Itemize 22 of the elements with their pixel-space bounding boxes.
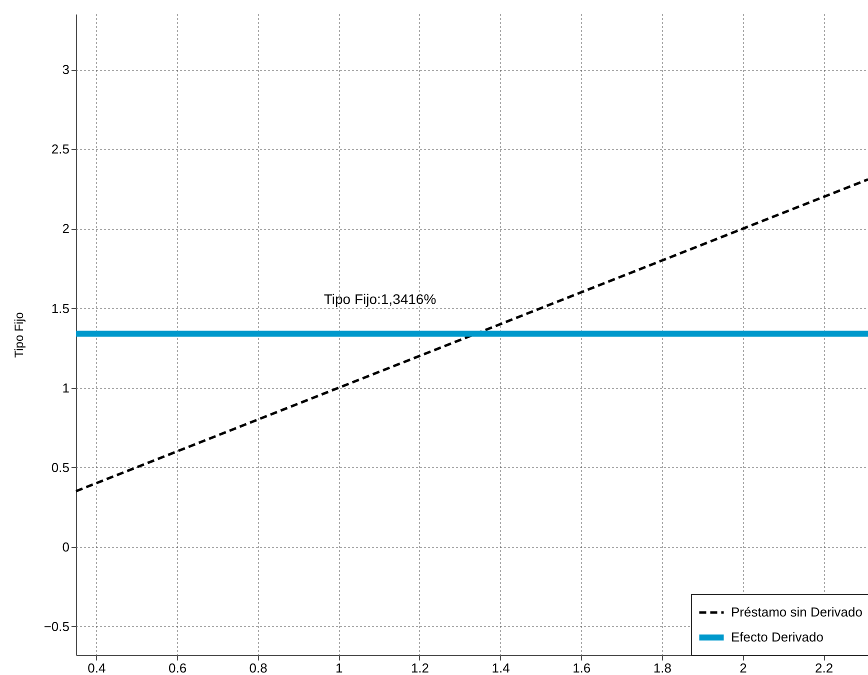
x-tick-label: 0.4 [88, 660, 106, 675]
x-tick-label: 0.8 [249, 660, 268, 675]
x-tick-label: 1 [336, 660, 343, 675]
x-tick-label: 2 [740, 660, 747, 675]
y-tick-label: 3 [62, 62, 70, 78]
y-tick-label: 2.5 [51, 142, 70, 157]
x-tick-label: 1.6 [572, 660, 591, 675]
legend-label: Efecto Derivado [731, 630, 824, 644]
x-tick-label: 2.2 [815, 660, 834, 675]
x-tick-label: 1.4 [492, 660, 510, 675]
legend-label: Préstamo sin Derivado [731, 604, 862, 620]
y-tick-label: 2 [62, 221, 70, 236]
y-tick-label: 0.5 [51, 460, 70, 475]
y-axis-title: Tipo Fijo [12, 312, 26, 358]
y-tick-label: 1.5 [51, 300, 70, 316]
x-tick-label: 1.8 [653, 660, 672, 675]
y-tick-label: 1 [62, 380, 70, 396]
y-tick-label: −0.5 [44, 618, 70, 634]
y-tick-label: 0 [62, 539, 70, 554]
x-tick-label: 1.2 [410, 660, 430, 675]
x-tick-label: 0.6 [168, 660, 187, 675]
annotation: Tipo Fijo:1,3416% [324, 291, 436, 307]
